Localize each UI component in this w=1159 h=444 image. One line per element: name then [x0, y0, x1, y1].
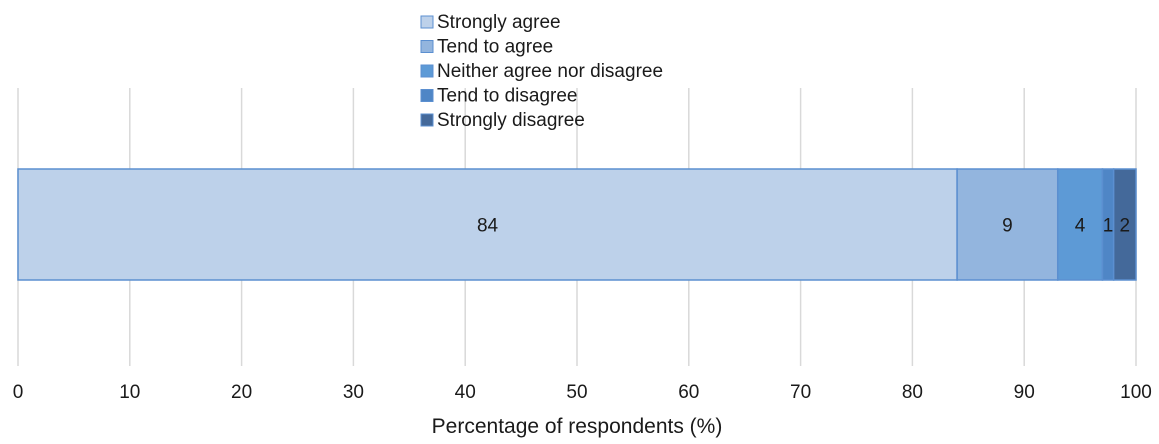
x-tick-label: 40 [455, 382, 476, 403]
x-axis-ticks: 0 10 20 30 40 50 60 70 80 90 100 [13, 382, 1152, 403]
legend-swatch [420, 40, 434, 53]
data-label: 4 [1075, 216, 1086, 237]
legend-label: Tend to agree [437, 37, 553, 58]
legend-label: Neither agree nor disagree [437, 61, 663, 82]
x-axis-title: Percentage of respondents (%) [432, 415, 723, 438]
bar-segment [956, 168, 1059, 281]
data-labels: 84 9 4 1 2 [477, 216, 1130, 237]
x-tick-label: 90 [1014, 382, 1035, 403]
bar-segments [17, 168, 1137, 281]
data-label: 2 [1120, 216, 1131, 237]
x-tick-label: 80 [902, 382, 923, 403]
legend-swatch [420, 89, 434, 102]
x-tick-label: 60 [678, 382, 699, 403]
data-label: 84 [477, 216, 499, 237]
bar-segment [17, 168, 958, 281]
legend-label: Strongly agree [437, 12, 561, 33]
legend: Strongly agree Tend to agree Neither agree… [420, 12, 663, 131]
legend-swatch [420, 64, 434, 78]
legend-label: Strongly disagree [437, 110, 585, 131]
legend-swatch [420, 15, 434, 29]
bar-segment [1112, 168, 1137, 281]
legend-label: Tend to disagree [437, 86, 578, 107]
x-tick-label: 70 [790, 382, 811, 403]
x-tick-label: 20 [231, 382, 252, 403]
x-tick-label: 30 [343, 382, 364, 403]
x-tick-label: 10 [119, 382, 140, 403]
x-tick-label: 100 [1120, 382, 1152, 403]
data-label: 9 [1002, 216, 1013, 237]
x-tick-label: 0 [13, 382, 24, 403]
data-label: 1 [1103, 216, 1114, 237]
legend-swatch [420, 113, 434, 127]
x-tick-label: 50 [566, 382, 587, 403]
